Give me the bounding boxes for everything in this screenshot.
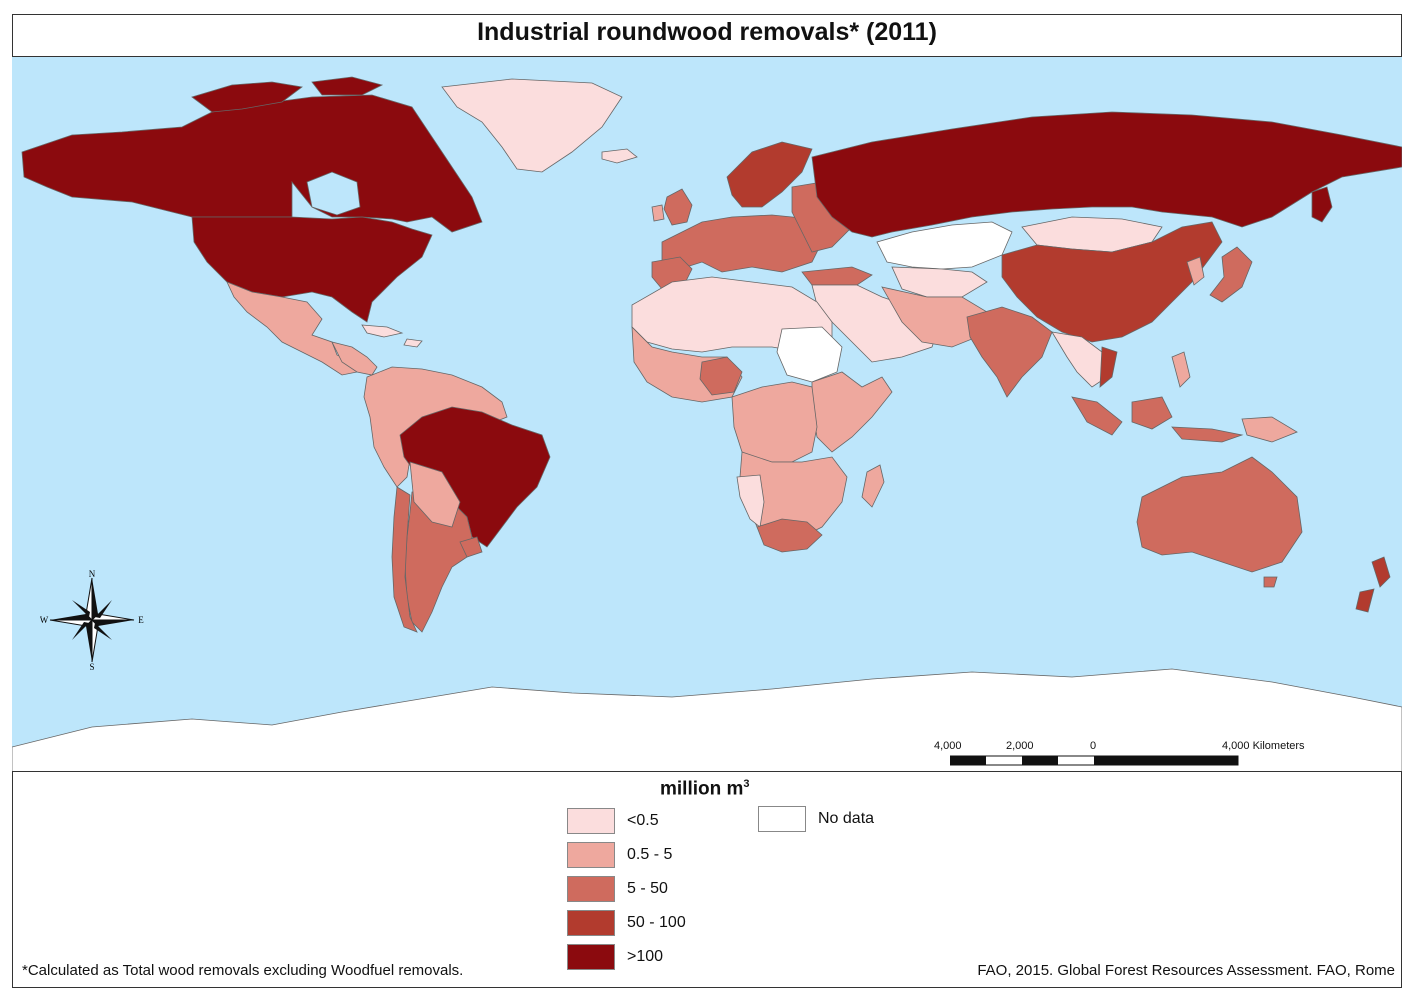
scale-label-4000-left: 4,000 bbox=[934, 740, 962, 752]
compass-n: N bbox=[89, 569, 96, 579]
region-namibia bbox=[736, 474, 765, 528]
region-india bbox=[966, 306, 1053, 398]
region-east-africa bbox=[811, 371, 893, 453]
hudson-bay bbox=[306, 171, 361, 216]
region-se-asia bbox=[1051, 331, 1108, 388]
compass-rose-icon: N S E W bbox=[40, 569, 144, 672]
region-iceland bbox=[601, 148, 638, 164]
footnote: *Calculated as Total wood removals exclu… bbox=[22, 962, 464, 979]
region-russia bbox=[811, 111, 1402, 238]
map-title: Industrial roundwood removals* (2011) bbox=[477, 18, 937, 46]
region-philippines bbox=[1171, 351, 1191, 388]
region-greenland bbox=[441, 78, 623, 173]
legend-swatch bbox=[567, 808, 615, 834]
region-vietnam bbox=[1099, 346, 1118, 388]
scale-label-4000-right: 4,000 Kilometers bbox=[1222, 740, 1305, 752]
legend-swatch bbox=[567, 944, 615, 970]
region-tasmania bbox=[1263, 576, 1278, 588]
region-indonesia bbox=[1071, 396, 1244, 443]
region-antarctica bbox=[12, 668, 1402, 771]
region-chile bbox=[391, 486, 418, 633]
region-madagascar bbox=[861, 464, 885, 508]
region-central-asia bbox=[891, 266, 988, 298]
legend-title: million m3 bbox=[660, 778, 750, 800]
region-new-zealand bbox=[1355, 556, 1391, 613]
world-map bbox=[12, 76, 1402, 771]
region-scandinavia bbox=[726, 141, 813, 208]
region-canada-alaska bbox=[21, 94, 483, 233]
legend-label: <0.5 bbox=[627, 812, 659, 829]
region-australia bbox=[1136, 456, 1303, 573]
region-png bbox=[1241, 416, 1298, 443]
region-south-africa bbox=[756, 518, 823, 553]
compass-s: S bbox=[89, 662, 94, 672]
region-korea bbox=[1186, 256, 1205, 286]
legend-label: 50 - 100 bbox=[627, 914, 686, 931]
legend-swatch bbox=[567, 842, 615, 868]
region-japan bbox=[1209, 246, 1253, 303]
region-ireland bbox=[651, 204, 665, 222]
scale-label-2000: 2,000 bbox=[1006, 740, 1034, 752]
map-area bbox=[12, 56, 1402, 772]
region-kamchatka bbox=[1311, 186, 1333, 223]
scale-bar-segments bbox=[950, 755, 1239, 766]
region-nigeria bbox=[699, 356, 743, 396]
compass-e: E bbox=[138, 615, 144, 625]
legend-label: >100 bbox=[627, 948, 664, 965]
source-credit: FAO, 2015. Global Forest Resources Asses… bbox=[977, 962, 1395, 979]
legend-label: 5 - 50 bbox=[627, 880, 668, 897]
legend-swatch bbox=[567, 910, 615, 936]
region-uruguay bbox=[459, 536, 483, 558]
region-china bbox=[1001, 221, 1223, 343]
legend-label: No data bbox=[818, 810, 875, 827]
legend-label: 0.5 - 5 bbox=[627, 846, 673, 863]
region-caribbean bbox=[361, 324, 423, 348]
compass-w: W bbox=[40, 615, 49, 625]
region-sudan bbox=[776, 326, 843, 383]
region-usa bbox=[191, 216, 433, 323]
region-central-america bbox=[331, 341, 378, 376]
region-arctic-islands bbox=[191, 76, 384, 113]
region-bolivia-paraguay bbox=[409, 461, 461, 528]
region-turkey bbox=[801, 266, 873, 286]
region-central-africa bbox=[731, 381, 818, 463]
region-uk bbox=[663, 188, 693, 226]
scale-label-0: 0 bbox=[1090, 740, 1097, 752]
legend-swatch bbox=[758, 806, 806, 832]
legend-swatch bbox=[567, 876, 615, 902]
scale-bar: 4,000 2,000 0 4,000 Kilometers bbox=[934, 740, 1320, 770]
